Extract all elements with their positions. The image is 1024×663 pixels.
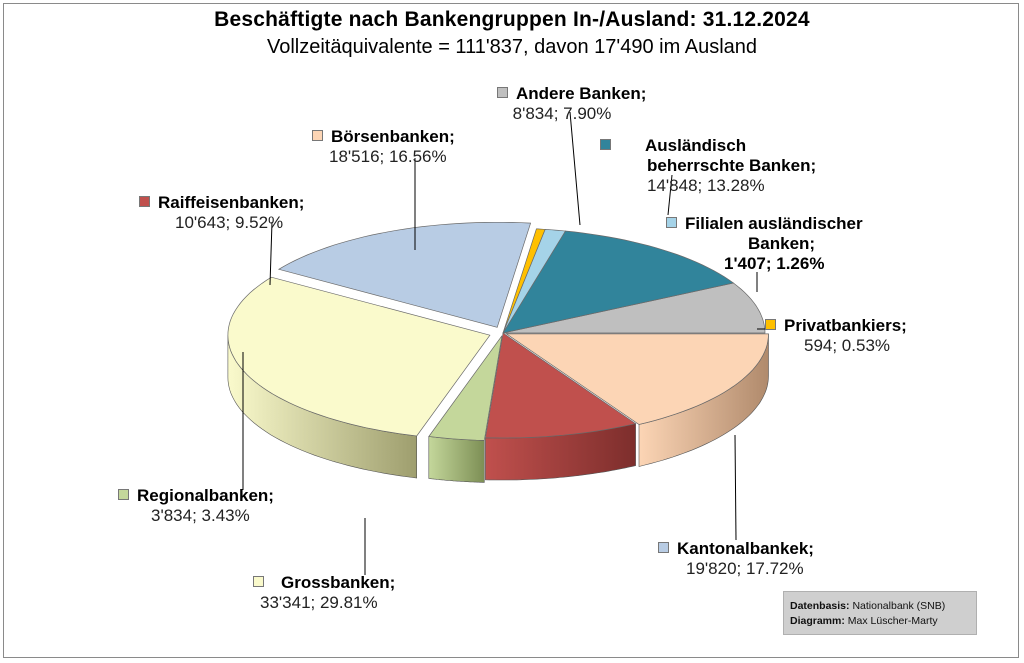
pie-tops — [227, 221, 769, 441]
leader-line-1 — [667, 174, 673, 216]
label-boersenbanken: Börsenbanken; 18'516; 16.56% — [312, 127, 512, 167]
chart-title: Beschäftigte nach Bankengruppen In-/Ausl… — [214, 8, 810, 31]
pie-slice-3 — [502, 228, 546, 334]
label-kantonalbanken: Kantonalbankek; 19'820; 17.72% — [658, 539, 858, 579]
pie-slice-2 — [502, 229, 566, 334]
label-regionalbanken: Regionalbanken; 3'834; 3.43% — [118, 486, 318, 526]
legend-swatch — [600, 139, 611, 150]
label-raiffeisenbanken: Raiffeisenbanken; 10'643; 9.52% — [139, 193, 339, 233]
legend-swatch — [497, 87, 508, 98]
pie-slice-1 — [502, 230, 735, 334]
pie-slice-4 — [277, 221, 532, 328]
label-grossbanken: Grossbanken; 33'341; 29.81% — [253, 573, 453, 613]
label-privatbankiers: Privatbankiers; 594; 0.53% — [765, 316, 945, 356]
pie-slice-0 — [502, 282, 766, 334]
pie-slice-6 — [428, 335, 503, 441]
legend-swatch — [658, 542, 669, 553]
legend-swatch — [139, 196, 150, 207]
legend-swatch — [765, 319, 776, 330]
leader-line-4 — [734, 434, 737, 541]
pie-slice-8 — [505, 333, 769, 425]
leader-line-0 — [569, 111, 581, 226]
legend-swatch — [666, 217, 677, 228]
pie-slice-5 — [227, 276, 491, 437]
label-filialen-auslaendischer: Filialen ausländischer Banken; 1'407; 1.… — [666, 214, 896, 274]
label-andere-banken: Andere Banken; 8'834; 7.90% — [497, 84, 677, 124]
legend-swatch — [312, 130, 323, 141]
source-note: Datenbasis: Nationalbank (SNB) Diagramm:… — [783, 591, 977, 635]
leader-line-7 — [269, 221, 273, 286]
label-auslaendisch-beherrschte: Ausländisch beherrschte Banken; 14'848; … — [600, 136, 830, 196]
chart-subtitle: Vollzeitäquivalente = 111'837, davon 17'… — [266, 36, 758, 58]
leader-lines — [242, 111, 770, 575]
pie-slice-7 — [484, 332, 637, 439]
legend-swatch — [118, 489, 129, 500]
legend-swatch — [253, 576, 264, 587]
pie-side-6 — [428, 436, 485, 483]
